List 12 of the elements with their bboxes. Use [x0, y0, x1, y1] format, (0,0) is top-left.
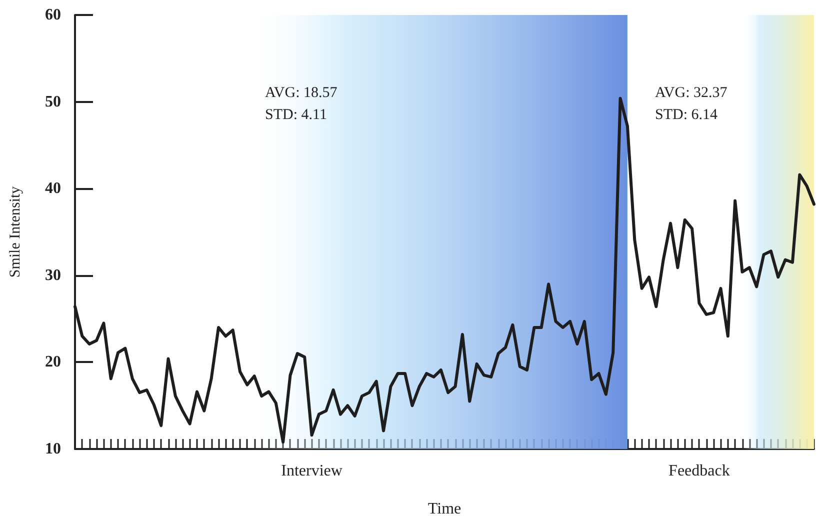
- x-tick-label: Feedback: [668, 462, 730, 480]
- y-tick-label: 60: [45, 6, 61, 24]
- y-axis-title: Smile Intensity: [8, 186, 24, 278]
- y-tick-label: 50: [45, 93, 61, 110]
- annotation: AVG: 32.37 STD: 6.14: [655, 85, 728, 123]
- x-axis-title: Time: [428, 500, 462, 518]
- x-tick-label: Interview: [281, 462, 343, 480]
- y-tick-label: 20: [45, 354, 61, 371]
- annotation: AVG: 18.57 STD: 4.11: [265, 85, 338, 123]
- y-tick-label: 40: [45, 180, 61, 198]
- y-tick-label: 30: [45, 266, 61, 284]
- y-tick-label: 10: [45, 440, 61, 458]
